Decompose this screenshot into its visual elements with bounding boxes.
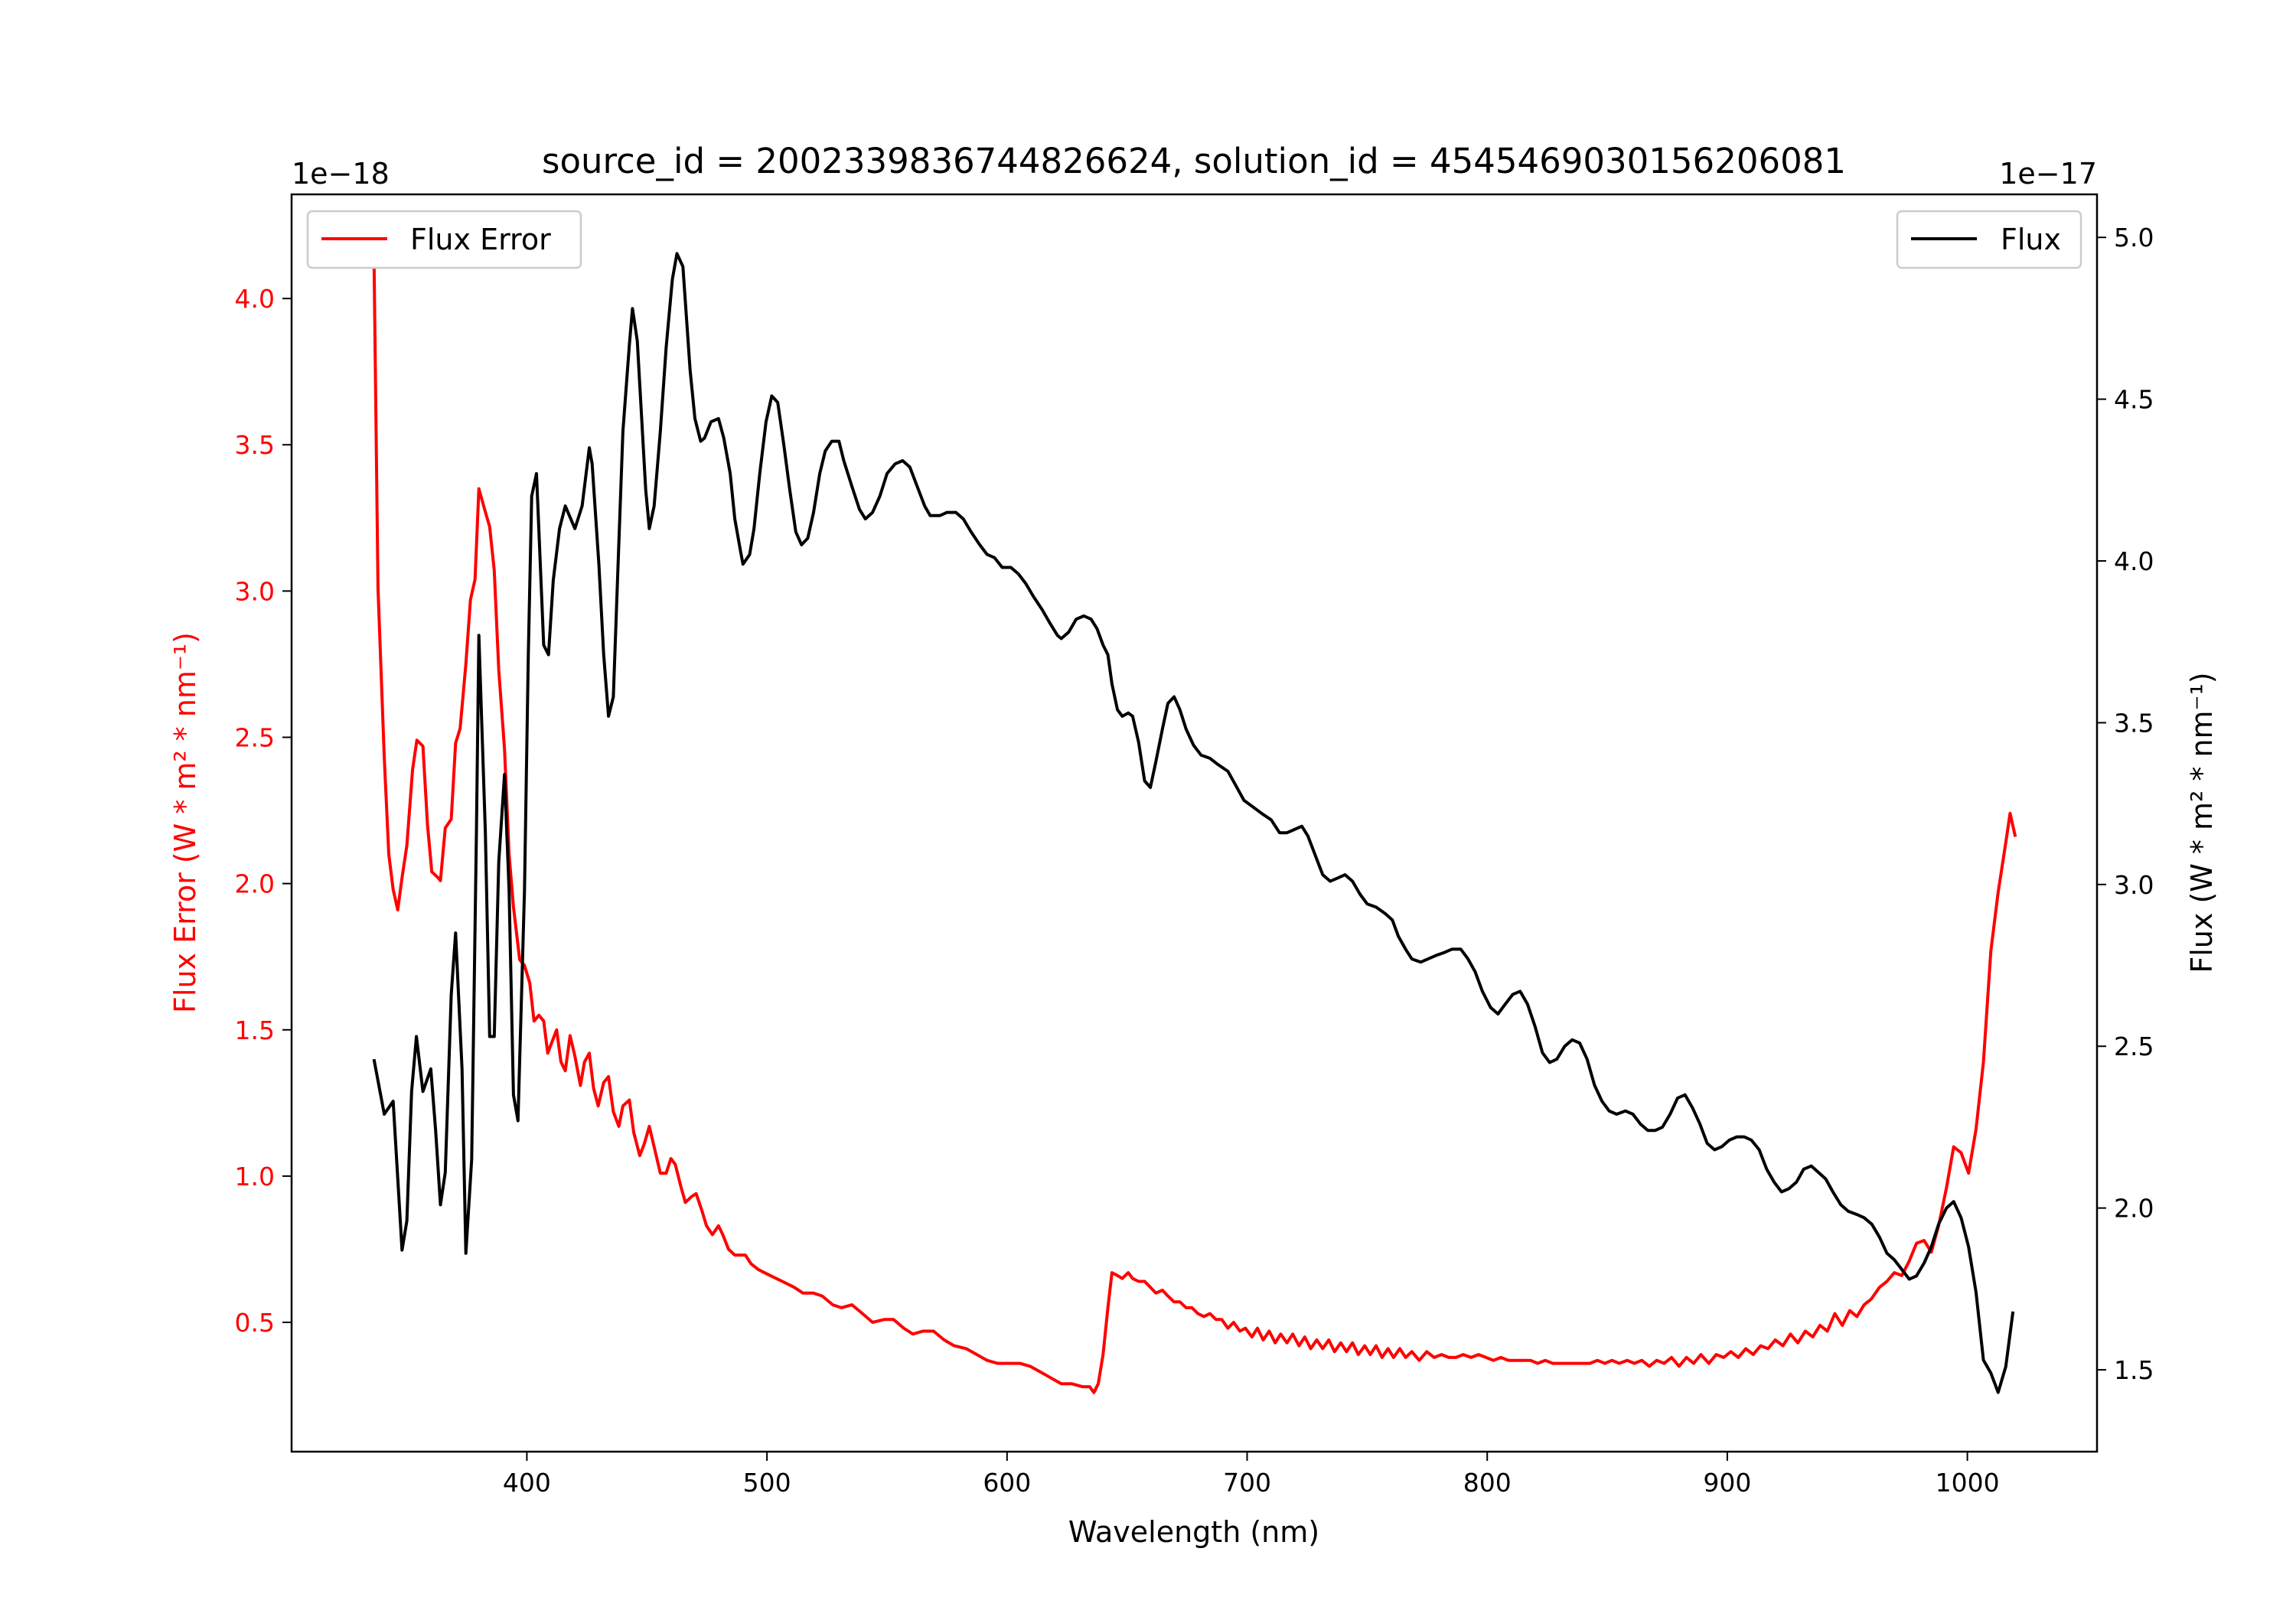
axis-ticks: 400 500 600 700 800 900 1000 0.5 1.0 1.5 2.0 2.5 3.0… [235,223,2154,1498]
left-y-tick-label: 3.0 [235,576,275,606]
x-tick-label: 400 [503,1468,551,1498]
left-y-tick-label: 2.5 [235,722,275,752]
right-y-tick-label: 3.0 [2114,870,2154,900]
legend-flux: Flux [1896,210,2082,269]
right-y-tick-label: 2.0 [2114,1194,2154,1224]
plot-area [372,251,2017,1394]
left-y-tick-label: 2.0 [235,869,275,899]
left-offset-text: 1e−18 [292,157,390,191]
x-tick-label: 500 [743,1468,791,1498]
x-tick-label: 900 [1703,1468,1751,1498]
left-y-tick-label: 1.5 [235,1015,275,1045]
legend-flux-error: Flux Error [306,210,582,269]
right-y-tick-label: 2.5 [2114,1032,2154,1061]
x-tick-label: 1000 [1936,1468,2000,1498]
right-y-tick-label: 5.0 [2114,223,2154,253]
left-y-axis-label: Flux Error (W * m² * nm⁻¹) [168,632,202,1013]
x-tick-label: 700 [1223,1468,1271,1498]
left-y-tick-label: 3.5 [235,430,275,460]
x-axis-label: Wavelength (nm) [1068,1515,1319,1549]
left-y-tick-label: 0.5 [235,1308,275,1338]
series-line-flux-error [372,251,2017,1394]
chart-title: source_id = 2002339836744826624, solutio… [542,141,1846,181]
right-y-tick-label: 1.5 [2114,1355,2154,1385]
x-tick-label: 600 [983,1468,1031,1498]
legend-box [306,210,582,269]
legend-label: Flux Error [410,223,551,256]
x-tick-label: 800 [1463,1468,1512,1498]
left-y-tick-label: 4.0 [235,284,275,314]
right-y-tick-label: 4.0 [2114,546,2154,576]
legend-label: Flux [2001,223,2061,256]
right-y-tick-label: 4.5 [2114,385,2154,415]
right-y-tick-label: 3.5 [2114,708,2154,738]
left-y-tick-label: 1.0 [235,1162,275,1191]
right-y-axis-label: Flux (W * m² * nm⁻¹) [2185,672,2219,973]
right-offset-text: 1e−17 [1999,157,2097,191]
axes-frame [290,193,2099,1453]
series-line-flux [372,252,2015,1394]
legend-box [1896,210,2082,269]
